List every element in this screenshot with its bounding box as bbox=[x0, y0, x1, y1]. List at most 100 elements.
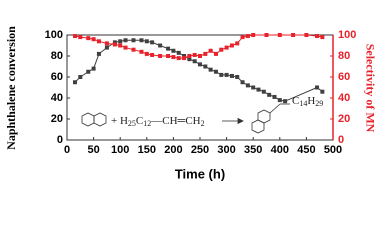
point bbox=[131, 38, 136, 43]
point bbox=[96, 51, 101, 56]
point bbox=[203, 51, 208, 56]
point bbox=[187, 54, 192, 58]
point bbox=[171, 48, 176, 53]
y-tick-label: 100 bbox=[45, 29, 63, 41]
point bbox=[224, 45, 229, 50]
point bbox=[78, 35, 83, 40]
point bbox=[86, 36, 91, 41]
point bbox=[91, 66, 96, 71]
point bbox=[245, 83, 250, 88]
point bbox=[315, 34, 320, 39]
point bbox=[235, 41, 240, 46]
point bbox=[182, 56, 187, 61]
point bbox=[203, 64, 208, 69]
product: C14H29 bbox=[292, 95, 323, 108]
point bbox=[158, 54, 163, 58]
point bbox=[245, 34, 250, 39]
product-part: 29 bbox=[315, 99, 323, 108]
point bbox=[291, 33, 296, 37]
point bbox=[208, 48, 213, 53]
point bbox=[251, 33, 256, 37]
point bbox=[144, 39, 149, 44]
point bbox=[182, 54, 187, 58]
point bbox=[150, 52, 155, 57]
point bbox=[150, 40, 155, 45]
point bbox=[104, 45, 109, 50]
point bbox=[171, 55, 176, 60]
point bbox=[219, 72, 224, 77]
point bbox=[78, 75, 83, 79]
point bbox=[283, 99, 288, 104]
point bbox=[213, 69, 218, 74]
product-part: H bbox=[307, 95, 315, 107]
point bbox=[213, 51, 218, 56]
point bbox=[272, 94, 277, 99]
y-axis-label: Naphthalene conversion bbox=[4, 26, 18, 150]
point bbox=[320, 35, 325, 40]
point bbox=[267, 92, 272, 97]
y-tick-label: 40 bbox=[51, 92, 63, 104]
reaction-scheme bbox=[81, 103, 290, 134]
point bbox=[208, 67, 213, 72]
point bbox=[229, 43, 234, 48]
reagent-part: 12 bbox=[143, 119, 151, 128]
point bbox=[118, 39, 123, 44]
point bbox=[123, 45, 128, 50]
point bbox=[72, 80, 77, 85]
x-tick-label: 350 bbox=[244, 144, 262, 156]
y2-tick-label: 20 bbox=[338, 113, 350, 125]
point bbox=[229, 73, 234, 78]
chart: Naphthalene conversion Selectivity of MN… bbox=[4, 26, 378, 182]
x-tick-label: 450 bbox=[297, 144, 315, 156]
point bbox=[192, 52, 197, 57]
point bbox=[261, 89, 266, 94]
point bbox=[192, 59, 197, 64]
y2-tick-label: 40 bbox=[338, 92, 350, 104]
point bbox=[176, 56, 181, 61]
point bbox=[112, 42, 117, 47]
y2-tick-label: 0 bbox=[338, 134, 344, 146]
point bbox=[198, 62, 202, 67]
point bbox=[304, 33, 309, 37]
reagent-part: C bbox=[136, 115, 143, 127]
y-tick-label: 0 bbox=[57, 134, 63, 146]
point bbox=[158, 43, 163, 48]
y2-tick-label: 80 bbox=[338, 50, 350, 62]
reagent: + H25C12—CH═CH2 bbox=[111, 115, 205, 128]
point bbox=[118, 43, 123, 48]
point bbox=[139, 38, 144, 43]
reagent-part: —CH═CH bbox=[150, 115, 200, 127]
point bbox=[166, 54, 171, 58]
point bbox=[166, 46, 171, 51]
point bbox=[277, 98, 282, 103]
point bbox=[256, 87, 261, 92]
page: {"chart_data": {"type": "line", "x_label… bbox=[3, 25, 378, 182]
y-tick-label: 80 bbox=[51, 50, 63, 62]
point bbox=[123, 38, 128, 43]
point bbox=[144, 51, 149, 56]
x-tick-label: 150 bbox=[138, 144, 156, 156]
y2-tick-label: 60 bbox=[338, 71, 350, 83]
point bbox=[320, 89, 325, 94]
product-part: 14 bbox=[299, 99, 307, 108]
y2-axis-label: Selectivity of MN bbox=[363, 44, 377, 133]
x-tick-label: 300 bbox=[217, 144, 235, 156]
point bbox=[176, 50, 181, 55]
x-tick-label: 50 bbox=[87, 144, 99, 156]
x-tick-label: 200 bbox=[164, 144, 182, 156]
point bbox=[315, 85, 320, 90]
point bbox=[198, 54, 202, 58]
reagent-part: + H bbox=[111, 115, 128, 127]
point bbox=[224, 72, 229, 77]
x-tick-label: 500 bbox=[324, 144, 342, 156]
point bbox=[277, 33, 282, 37]
point bbox=[251, 85, 256, 90]
point bbox=[91, 37, 96, 42]
product-part: C bbox=[292, 95, 299, 107]
point bbox=[139, 49, 144, 54]
x-axis-label: Time (h) bbox=[175, 166, 225, 181]
point bbox=[264, 33, 269, 37]
point bbox=[86, 69, 91, 74]
point bbox=[72, 34, 77, 39]
point bbox=[240, 80, 245, 85]
